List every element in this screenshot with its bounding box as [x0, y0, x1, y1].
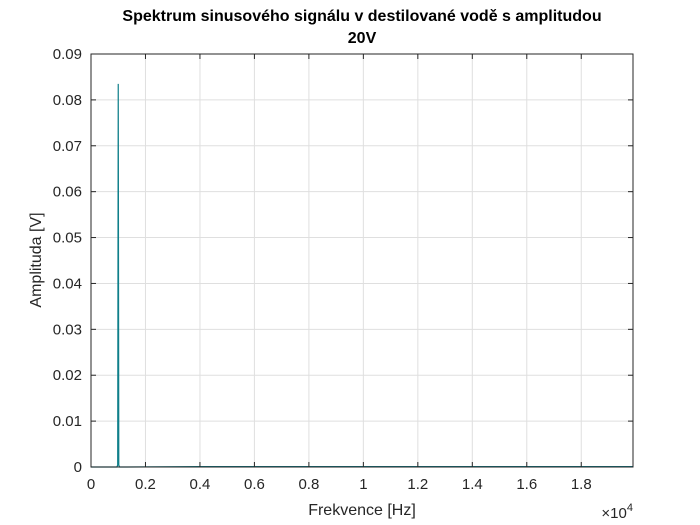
y-tick-label: 0.08 — [53, 92, 82, 109]
x-axis-label: Frekvence [Hz] — [308, 502, 416, 519]
x-exponent: ×104 — [601, 502, 633, 522]
plot-background — [91, 54, 633, 467]
y-tick-label: 0.03 — [53, 321, 82, 338]
x-tick-label: 1 — [359, 476, 367, 493]
x-ticks: 0 0.2 0.4 0.6 0.8 1 1.2 1.4 1.6 1.8 — [87, 54, 592, 493]
chart-title-line-2: 20V — [348, 30, 377, 47]
y-tick-label: 0.09 — [53, 46, 82, 63]
plot-frame — [90, 53, 634, 468]
y-tick-label: 0 — [74, 459, 82, 476]
y-tick-label: 0.06 — [53, 184, 82, 201]
x-tick-label: 0.6 — [244, 476, 265, 493]
x-tick-label: 1.6 — [516, 476, 537, 493]
x-tick-label: 1.4 — [462, 476, 483, 493]
y-ticks: 0 0.01 0.02 0.03 0.04 0.05 0.06 0.07 0.08 0.09 — [53, 46, 633, 476]
y-axis-label: Amplituda [V] — [28, 212, 45, 307]
x-tick-label: 1.8 — [571, 476, 592, 493]
y-tick-label: 0.05 — [53, 230, 82, 247]
y-tick-label: 0.07 — [53, 138, 82, 155]
y-tick-label: 0.04 — [53, 275, 82, 292]
y-tick-label: 0.01 — [53, 413, 82, 430]
x-exponent-power: 4 — [627, 502, 633, 514]
chart-title-line-1: Spektrum sinusového signálu v destilovan… — [122, 8, 601, 25]
x-tick-label: 0.4 — [190, 476, 211, 493]
x-tick-label: 1.2 — [407, 476, 428, 493]
y-tick-label: 0.02 — [53, 367, 82, 384]
x-tick-label: 0.8 — [298, 476, 319, 493]
x-tick-label: 0.2 — [135, 476, 156, 493]
x-tick-label: 0 — [87, 476, 95, 493]
x-exponent-base: ×10 — [601, 505, 626, 522]
